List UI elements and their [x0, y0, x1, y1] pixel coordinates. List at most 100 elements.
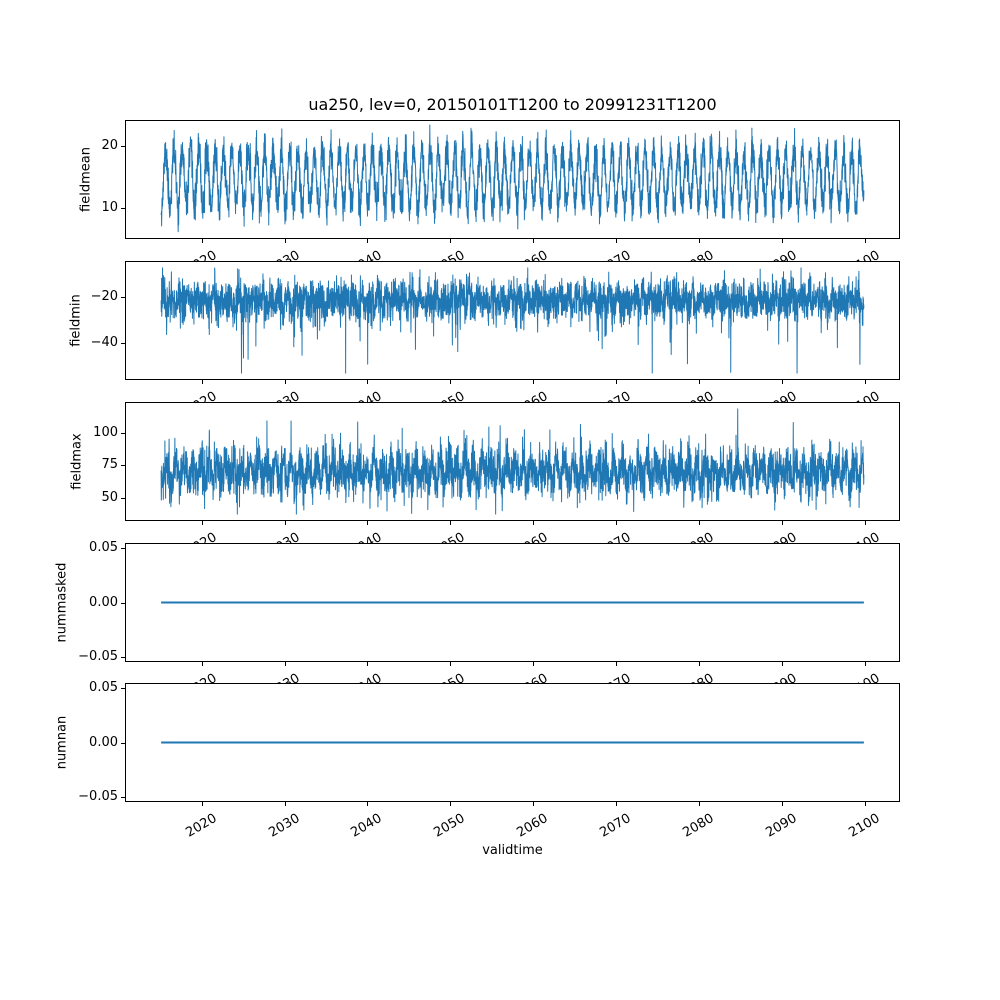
x-tick-mark [367, 239, 368, 243]
y-tick-label: −40 [90, 335, 118, 350]
x-tick-mark [865, 239, 866, 243]
x-tick-label: 2030 [266, 811, 303, 841]
x-tick-mark [533, 802, 534, 806]
x-tick-mark [202, 521, 203, 525]
x-tick-mark [616, 380, 617, 384]
y-tick-mark [121, 208, 125, 209]
x-tick-label: 2050 [431, 811, 468, 841]
x-tick-mark [616, 239, 617, 243]
y-tick-label: −20 [90, 289, 118, 304]
y-tick-mark [121, 343, 125, 344]
x-tick-mark [533, 380, 534, 384]
plot-area-fieldmean [160, 124, 865, 233]
y-tick-label: 0.00 [89, 735, 118, 750]
x-tick-mark [533, 662, 534, 666]
x-axis-label: validtime [482, 843, 543, 858]
axes-numnan [125, 683, 900, 802]
series-line-fieldmin [160, 267, 865, 374]
x-tick-mark [202, 239, 203, 243]
x-tick-mark [699, 380, 700, 384]
x-tick-mark [285, 802, 286, 806]
x-tick-mark [450, 662, 451, 666]
x-tick-label: 2080 [680, 811, 717, 841]
y-tick-mark [121, 603, 125, 604]
x-tick-mark [782, 802, 783, 806]
x-tick-label: 2100 [846, 811, 883, 841]
x-tick-mark [285, 380, 286, 384]
x-tick-mark [450, 802, 451, 806]
plot-area-fieldmax [160, 408, 865, 515]
x-tick-mark [782, 380, 783, 384]
x-tick-label: 2020 [183, 811, 220, 841]
series-line-fieldmax [160, 408, 865, 515]
x-tick-mark [367, 662, 368, 666]
x-tick-mark [285, 662, 286, 666]
y-tick-mark [121, 465, 125, 466]
x-tick-mark [699, 239, 700, 243]
y-tick-mark [121, 657, 125, 658]
y-tick-label: 0.05 [89, 680, 118, 695]
y-tick-mark [121, 548, 125, 549]
plot-area-numnan [161, 741, 864, 744]
x-tick-mark [616, 662, 617, 666]
x-tick-label: 2040 [348, 811, 385, 841]
plot-area-nummasked [161, 601, 864, 604]
y-tick-label: 75 [101, 457, 118, 472]
x-tick-mark [450, 521, 451, 525]
y-axis-label-numnan: numnan [54, 715, 70, 770]
axes-fieldmax [125, 402, 900, 521]
y-tick-mark [121, 433, 125, 434]
axes-nummasked [125, 543, 900, 662]
x-tick-mark [285, 239, 286, 243]
y-tick-mark [121, 797, 125, 798]
x-tick-mark [782, 239, 783, 243]
chart-title: ua250, lev=0, 20150101T1200 to 20991231T… [308, 95, 717, 114]
x-tick-mark [699, 802, 700, 806]
x-tick-mark [450, 239, 451, 243]
x-tick-mark [865, 521, 866, 525]
x-tick-mark [450, 380, 451, 384]
y-tick-mark [121, 297, 125, 298]
x-tick-mark [367, 521, 368, 525]
y-tick-mark [121, 146, 125, 147]
y-tick-label: 20 [101, 138, 118, 153]
x-tick-mark [367, 380, 368, 384]
y-tick-label: 0.05 [89, 540, 118, 555]
x-tick-mark [202, 662, 203, 666]
y-tick-label: 10 [101, 200, 118, 215]
x-tick-label: 2060 [514, 811, 551, 841]
plot-area-fieldmin [160, 267, 865, 374]
y-tick-mark [121, 688, 125, 689]
series-line-fieldmean [160, 124, 865, 233]
x-tick-mark [699, 662, 700, 666]
y-tick-mark [121, 743, 125, 744]
x-tick-label: 2090 [763, 811, 800, 841]
y-tick-label: 0.00 [89, 595, 118, 610]
x-tick-mark [616, 521, 617, 525]
axes-fieldmin [125, 261, 900, 380]
x-tick-mark [782, 662, 783, 666]
x-tick-mark [616, 802, 617, 806]
x-tick-label: 2070 [597, 811, 634, 841]
x-tick-mark [533, 239, 534, 243]
x-tick-mark [285, 521, 286, 525]
y-tick-label: 100 [93, 425, 118, 440]
y-tick-mark [121, 498, 125, 499]
axes-fieldmean [125, 120, 900, 239]
x-tick-mark [367, 802, 368, 806]
x-tick-mark [865, 380, 866, 384]
y-tick-label: −0.05 [78, 649, 118, 664]
y-tick-label: −0.05 [78, 789, 118, 804]
x-tick-mark [865, 662, 866, 666]
x-tick-mark [782, 521, 783, 525]
x-tick-mark [699, 521, 700, 525]
x-tick-mark [865, 802, 866, 806]
x-tick-mark [533, 521, 534, 525]
x-tick-mark [202, 380, 203, 384]
